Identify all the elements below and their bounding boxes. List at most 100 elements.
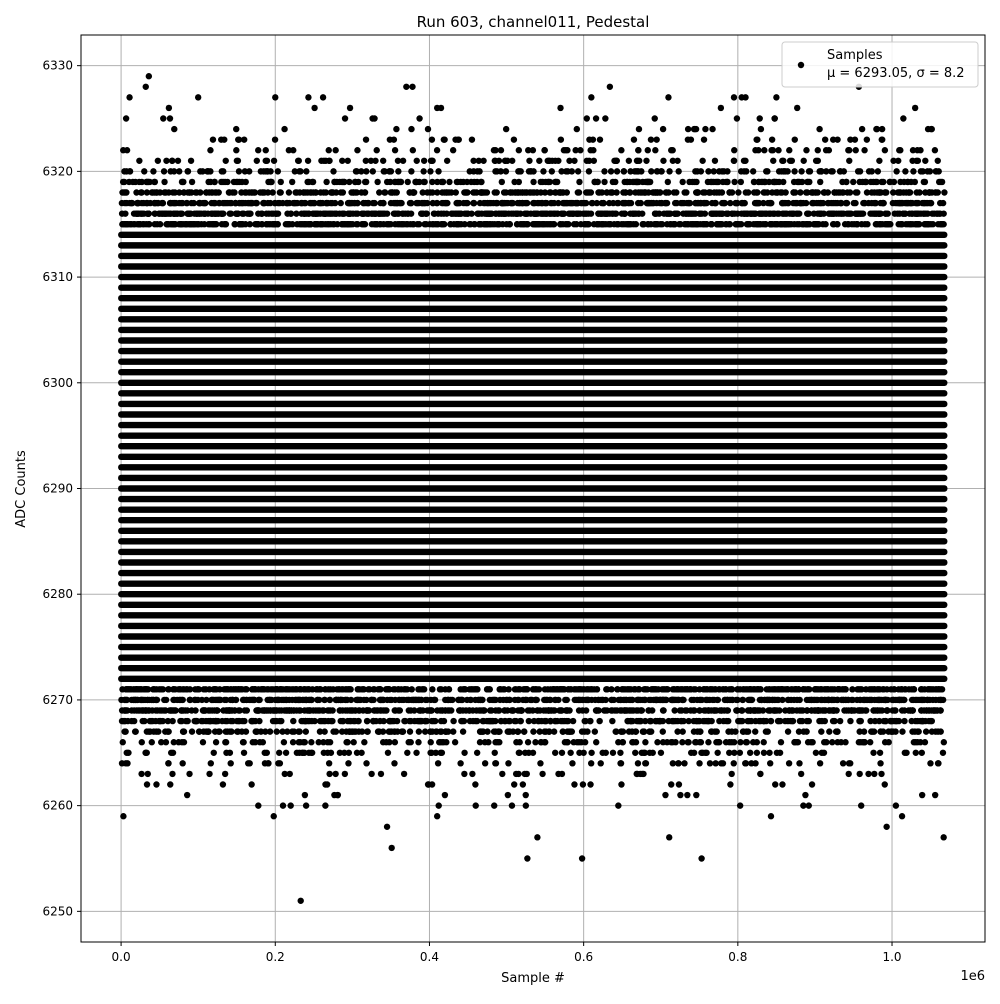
sample-point [591,728,599,735]
sample-point [192,707,199,714]
sample-point [520,728,528,735]
sample-point [754,189,761,196]
sample-point [252,739,259,746]
sample-point [914,728,921,735]
sample-point [849,686,856,693]
sample-point [365,707,373,714]
sample-point [398,686,405,693]
sample-point [422,210,430,217]
sample-point [853,221,861,228]
sample-point [169,157,176,164]
sample-point [386,717,394,725]
legend-marker [797,61,805,69]
sample-point [928,728,936,735]
sample-point [539,199,546,207]
sample-point [271,136,279,143]
sample-point [265,178,272,186]
sample-point [343,739,350,746]
sample-point [518,707,525,714]
sample-point [316,707,323,714]
sample-point [876,157,883,164]
sample-point [587,760,595,767]
sample-point [331,178,338,186]
sample-point [685,199,692,207]
sample-point [211,686,218,693]
sample-point [327,686,334,693]
sample-point [775,686,782,693]
sample-point [587,717,594,725]
sample-point [399,728,406,735]
sample-point [850,178,857,186]
sample-point [376,189,383,196]
sample-point [338,221,346,228]
sample-point [563,189,571,196]
sample-point [579,696,587,704]
sample-point [354,221,361,228]
sample-point [787,696,795,704]
sample-point [624,717,632,725]
sample-point [409,221,417,228]
sample-point [736,686,744,693]
sample-point [711,707,718,714]
sample-point [177,210,184,217]
sample-point [829,168,836,175]
sample-point [832,728,840,735]
sample-point [567,749,574,756]
sample-point [641,749,649,756]
sample-point [867,178,875,186]
sample-point [613,189,620,196]
sample-point [441,791,449,799]
sample-point [611,707,619,714]
sample-point [934,157,941,164]
sample-point [651,210,659,217]
sample-point [262,157,269,164]
sample-point [603,210,611,217]
sample-point [304,707,311,714]
sample-point [303,696,310,704]
sample-point [568,728,576,735]
sample-point [852,189,860,196]
sample-point [207,147,214,154]
sample-point [883,189,890,196]
sample-point [558,770,566,778]
sample-point [690,728,698,735]
sample-point [427,739,434,746]
sample-point [354,147,361,154]
sample-point [933,210,941,217]
sample-point [461,770,468,778]
sample-point [582,717,589,725]
sample-point [429,199,437,207]
sample-point [623,707,631,714]
sample-point [788,707,796,714]
sample-level-band [118,464,948,471]
sample-point [892,707,899,714]
sample-point [144,770,151,778]
sample-point [480,157,487,164]
sample-point [740,168,748,175]
sample-point [526,707,533,714]
x-axis: 0.0 0.2 0.4 0.6 0.8 1.0 [112,942,902,964]
sample-point [397,199,404,207]
sample-point [362,136,370,143]
sample-point [613,221,621,228]
sample-point [355,717,362,725]
sample-point [650,696,657,704]
sample-point [703,686,711,693]
sample-point [809,199,816,207]
sample-point [727,781,734,788]
sample-point-outlier [437,104,445,112]
sample-point [829,739,836,746]
sample-point [314,696,321,704]
sample-point [472,696,479,704]
sample-point-outlier [120,813,127,820]
sample-point [169,717,176,725]
sample-point [205,168,212,175]
sample-point [123,147,131,154]
sample-point-outlier [145,73,153,80]
sample-point-outlier [433,813,441,820]
sample-point [427,168,434,175]
sample-point [536,728,543,735]
sample-point [576,686,583,693]
sample-point-outlier [255,802,262,809]
sample-point [610,199,617,207]
